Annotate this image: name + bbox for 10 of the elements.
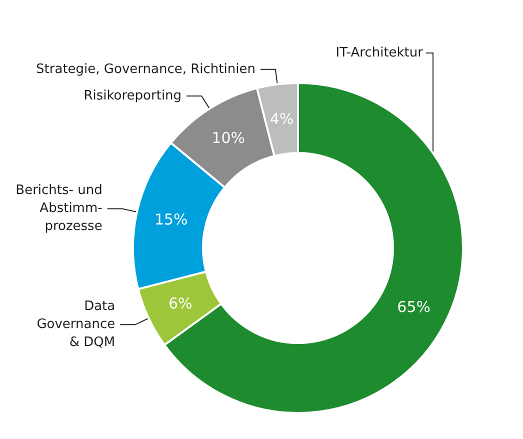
data-label: 15% <box>154 210 188 229</box>
slice-label: Berichts- und Abstimm- prozesse <box>16 183 103 234</box>
slice-label: Risikoreporting <box>84 88 182 104</box>
data-label: 10% <box>212 129 246 148</box>
data-label: 4% <box>270 110 294 128</box>
data-label: 65% <box>397 298 431 316</box>
slice-label: Strategie, Governance, Richtinien <box>36 62 256 77</box>
data-label: 6% <box>168 294 192 312</box>
slice-label: IT-Architektur <box>336 46 424 60</box>
slice-label: Data Governance & DQM <box>36 299 116 350</box>
